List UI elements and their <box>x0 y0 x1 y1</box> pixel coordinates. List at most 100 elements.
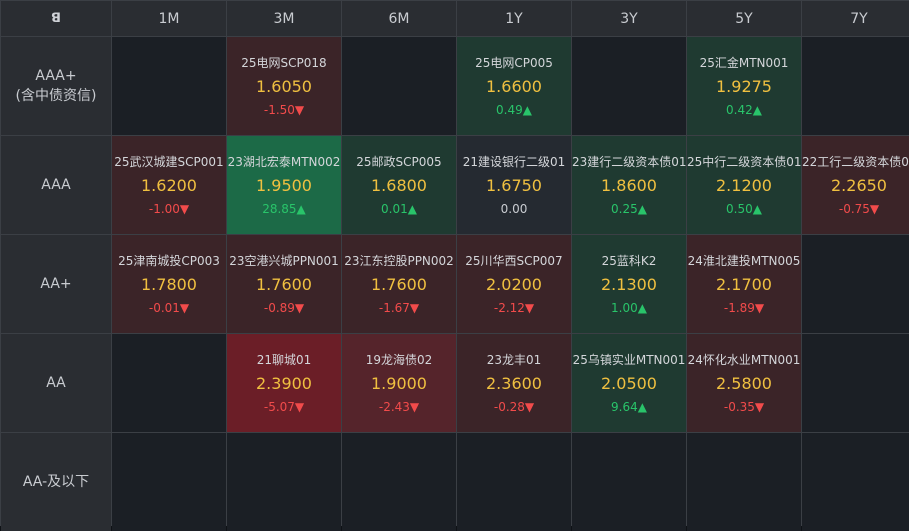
bond-cell[interactable]: 25电网SCP018 1.6050 -1.50▼ <box>227 37 341 135</box>
bond-name: 25武汉城建SCP001 <box>114 154 224 169</box>
bond-cell[interactable]: 21聊城01 2.3900 -5.07▼ <box>227 334 341 432</box>
yield-change: 9.64▲ <box>611 399 647 414</box>
bond-cell[interactable]: 21建设银行二级01 1.6750 0.00 <box>457 136 571 234</box>
bond-yield: 1.6200 <box>141 175 197 195</box>
empty-cell <box>802 433 909 531</box>
bond-cell[interactable]: 23空港兴城PPN001 1.7600 -0.89▼ <box>227 235 341 333</box>
bond-cell[interactable]: 25津南城投CP003 1.7800 -0.01▼ <box>112 235 226 333</box>
yield-change: -0.28▼ <box>493 399 535 414</box>
row-label-rating: AA-及以下 <box>22 474 90 490</box>
bond-yield: 2.5800 <box>716 373 772 393</box>
bond-cell[interactable]: 23湖北宏泰MTN002 1.9500 28.85▲ <box>227 136 341 234</box>
column-header-1y[interactable]: 1Y <box>457 1 571 36</box>
bond-cell[interactable]: 23龙丰01 2.3600 -0.28▼ <box>457 334 571 432</box>
bond-name: 25邮政SCP005 <box>356 154 442 169</box>
yield-change: 0.42▲ <box>726 102 762 117</box>
bond-yield: 2.0500 <box>601 373 657 393</box>
column-header-6m[interactable]: 6M <box>342 1 456 36</box>
empty-cell <box>802 235 909 333</box>
bond-name: 21建设银行二级01 <box>462 154 566 169</box>
bond-name: 21聊城01 <box>256 352 312 367</box>
bond-cell[interactable]: 25川华西SCP007 2.0200 -2.12▼ <box>457 235 571 333</box>
bond-yield: 1.9275 <box>716 76 772 96</box>
bond-name: 23江东控股PPN002 <box>344 253 454 268</box>
bond-yield: 1.7800 <box>141 274 197 294</box>
empty-cell <box>342 433 456 531</box>
bond-name: 25汇金MTN001 <box>699 55 789 70</box>
row-label-rating: AAA+ <box>35 68 77 84</box>
bond-name: 25乌镇实业MTN001 <box>572 352 686 367</box>
yield-change: -0.75▼ <box>838 201 880 216</box>
bond-yield: 1.7600 <box>256 274 312 294</box>
yield-change: 0.49▲ <box>496 102 532 117</box>
bond-yield: 2.3900 <box>256 373 312 393</box>
yield-change: -1.50▼ <box>263 102 305 117</box>
yield-change: -1.67▼ <box>378 300 420 315</box>
bond-name: 23龙丰01 <box>486 352 542 367</box>
column-header-3m[interactable]: 3M <box>227 1 341 36</box>
corner-logo: ꓭ <box>1 1 111 36</box>
yield-change: -0.01▼ <box>148 300 190 315</box>
bond-name: 25蓝科K2 <box>601 253 657 268</box>
bond-cell[interactable]: 22工行二级资本债01 2.2650 -0.75▼ <box>802 136 909 234</box>
bond-name: 23空港兴城PPN001 <box>229 253 339 268</box>
bond-yield: 1.7600 <box>371 274 427 294</box>
bond-cell[interactable]: 25电网CP005 1.6600 0.49▲ <box>457 37 571 135</box>
bond-yield: 1.6050 <box>256 76 312 96</box>
empty-cell <box>112 37 226 135</box>
row-label-rating: AA <box>46 375 66 391</box>
bond-cell[interactable]: 25蓝科K2 2.1300 1.00▲ <box>572 235 686 333</box>
yield-change: -1.00▼ <box>148 201 190 216</box>
yield-change: -5.07▼ <box>263 399 305 414</box>
yield-change: 0.50▲ <box>726 201 762 216</box>
bond-cell[interactable]: 23建行二级资本债01 1.8600 0.25▲ <box>572 136 686 234</box>
bond-name: 23建行二级资本债01 <box>572 154 686 169</box>
bond-cell[interactable]: 25中行二级资本债01 2.1200 0.50▲ <box>687 136 801 234</box>
bond-cell[interactable]: 25邮政SCP005 1.6800 0.01▲ <box>342 136 456 234</box>
empty-cell <box>572 37 686 135</box>
bond-yield: 1.9000 <box>371 373 427 393</box>
column-header-3y[interactable]: 3Y <box>572 1 686 36</box>
empty-cell <box>802 37 909 135</box>
row-label-rating: AAA <box>41 177 71 193</box>
bond-yield: 1.6800 <box>371 175 427 195</box>
bond-cell[interactable]: 24怀化水业MTN001 2.5800 -0.35▼ <box>687 334 801 432</box>
bond-cell[interactable]: 25乌镇实业MTN001 2.0500 9.64▲ <box>572 334 686 432</box>
bond-cell[interactable]: 19龙海债02 1.9000 -2.43▼ <box>342 334 456 432</box>
yield-change: 0.00 <box>500 201 528 216</box>
yield-change: 0.01▲ <box>381 201 417 216</box>
bond-cell[interactable]: 24淮北建投MTN005 2.1700 -1.89▼ <box>687 235 801 333</box>
column-header-5y[interactable]: 5Y <box>687 1 801 36</box>
empty-cell <box>342 37 456 135</box>
empty-cell <box>112 334 226 432</box>
bond-name: 24怀化水业MTN001 <box>687 352 801 367</box>
yield-change: 0.25▲ <box>611 201 647 216</box>
yield-change: 1.00▲ <box>611 300 647 315</box>
bond-name: 25电网SCP018 <box>241 55 327 70</box>
bond-name: 24淮北建投MTN005 <box>687 253 801 268</box>
bond-yield: 1.8600 <box>601 175 657 195</box>
bond-yield: 1.6750 <box>486 175 542 195</box>
bond-name: 25川华西SCP007 <box>465 253 563 268</box>
bond-cell[interactable]: 25武汉城建SCP001 1.6200 -1.00▼ <box>112 136 226 234</box>
bond-cell[interactable]: 23江东控股PPN002 1.7600 -1.67▼ <box>342 235 456 333</box>
bond-name: 19龙海债02 <box>365 352 433 367</box>
bond-name: 23湖北宏泰MTN002 <box>227 154 341 169</box>
yield-change: -2.12▼ <box>493 300 535 315</box>
row-label: AAA+ (含中债资信) <box>1 37 111 135</box>
empty-cell <box>687 433 801 531</box>
row-label-note: (含中债资信) <box>15 88 97 104</box>
bond-yield: 2.1700 <box>716 274 772 294</box>
yield-change: -2.43▼ <box>378 399 420 414</box>
yield-change: -1.89▼ <box>723 300 765 315</box>
column-header-7y[interactable]: 7Y <box>802 1 909 36</box>
bond-cell[interactable]: 25汇金MTN001 1.9275 0.42▲ <box>687 37 801 135</box>
bond-yield: 2.0200 <box>486 274 542 294</box>
bond-yield: 1.6600 <box>486 76 542 96</box>
column-header-1m[interactable]: 1M <box>112 1 226 36</box>
bond-name: 25电网CP005 <box>475 55 553 70</box>
bond-yield: 2.1200 <box>716 175 772 195</box>
empty-cell <box>802 334 909 432</box>
row-label: AA <box>1 334 111 432</box>
